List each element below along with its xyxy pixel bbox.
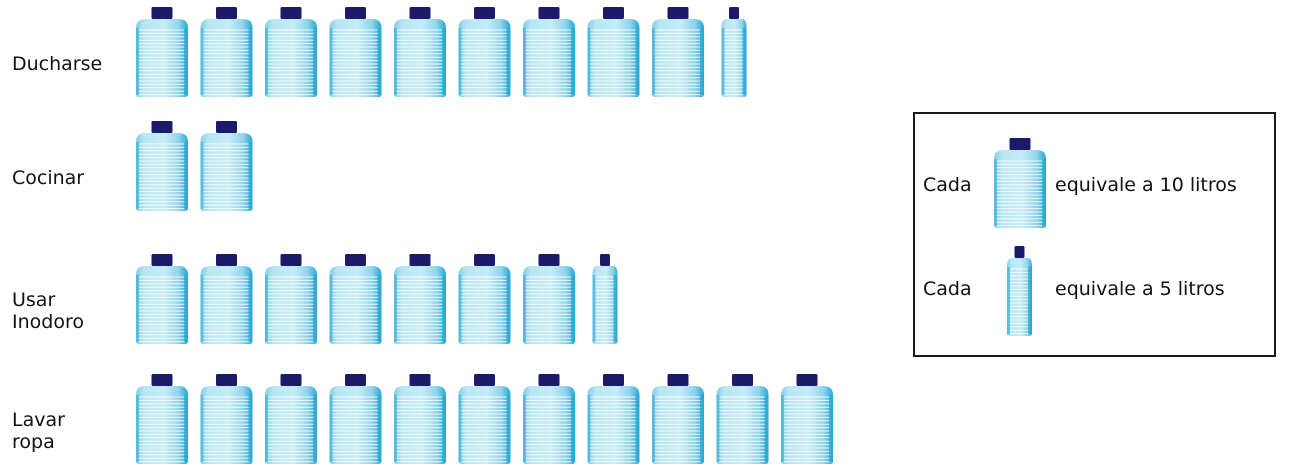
row-label-line: Usar (12, 289, 56, 311)
row-label: Lavar ropa (12, 409, 65, 453)
large-bottle-icon (458, 254, 511, 344)
large-bottle-icon (716, 374, 769, 464)
legend-large-bottle-icon (994, 138, 1046, 228)
row-label: Usar Inodoro (12, 289, 84, 333)
large-bottle-icon (329, 7, 382, 97)
large-bottle-icon (394, 374, 446, 464)
bottle-rows (136, 7, 833, 464)
row-label-line: Inodoro (12, 311, 84, 333)
large-bottle-icon (652, 374, 704, 464)
large-bottle-icon (394, 254, 446, 344)
large-bottle-icon (523, 374, 575, 464)
large-bottle-icon (200, 374, 253, 464)
large-bottle-icon (523, 7, 575, 97)
large-bottle-icon (200, 7, 253, 97)
large-bottle-icon (458, 7, 511, 97)
row-label-line: ropa (12, 431, 55, 453)
bottle-row (136, 121, 253, 211)
large-bottle-icon (136, 374, 188, 464)
large-bottle-icon (136, 7, 188, 97)
row-label-line: Cocinar (12, 167, 85, 189)
large-bottle-icon (136, 121, 188, 211)
large-bottle-icon (458, 374, 511, 464)
legend-large-prefix: Cada (923, 174, 972, 196)
large-bottle-icon (394, 7, 446, 97)
legend-large-text: equivale a 10 litros (1055, 174, 1237, 196)
large-bottle-icon (587, 7, 640, 97)
legend-small-text: equivale a 5 litros (1055, 278, 1225, 300)
large-bottle-icon (200, 121, 253, 211)
large-bottle-icon (329, 374, 382, 464)
row-label: Cocinar (12, 167, 84, 189)
legend-small-bottle-icon (1007, 246, 1032, 336)
row-label-line: Lavar (12, 409, 65, 431)
large-bottle-icon (652, 7, 704, 97)
bottle-row (136, 374, 833, 464)
small-bottle-icon (721, 7, 747, 97)
small-bottle-icon (592, 254, 618, 344)
bottle-row (136, 254, 618, 344)
row-label: Ducharse (12, 53, 102, 75)
large-bottle-icon (587, 374, 640, 464)
legend-box: Cada equivale a 10 litros Cada equivale … (913, 112, 1276, 357)
large-bottle-icon (523, 254, 575, 344)
bottle-row (136, 7, 747, 97)
legend-small-prefix: Cada (923, 278, 972, 300)
large-bottle-icon (781, 374, 833, 464)
legend-large-bottle (994, 138, 1046, 228)
large-bottle-icon (200, 254, 253, 344)
large-bottle-icon (265, 374, 317, 464)
large-bottle-icon (265, 254, 317, 344)
row-label-line: Ducharse (12, 53, 103, 75)
large-bottle-icon (329, 254, 382, 344)
legend-small-bottle (1007, 246, 1032, 336)
large-bottle-icon (265, 7, 317, 97)
large-bottle-icon (136, 254, 188, 344)
